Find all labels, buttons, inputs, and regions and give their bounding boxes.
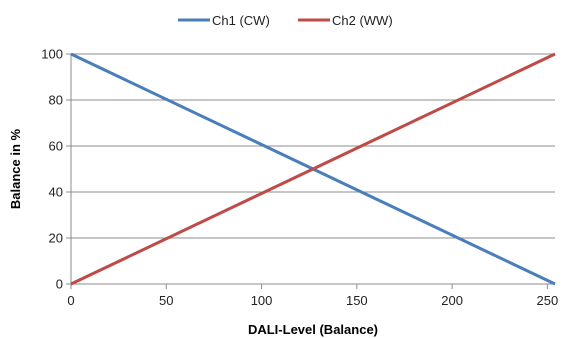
x-tick-label: 50 [159,293,173,308]
y-tick-label: 100 [41,47,63,62]
legend-label: Ch2 (WW) [332,13,393,28]
x-tick-label: 100 [251,293,273,308]
y-tick-label: 40 [49,185,63,200]
gridlines [71,53,555,239]
y-tick-label: 60 [49,139,63,154]
x-tick-labels: 0 50 100 150 200 250 [67,293,558,308]
y-tick-label: 80 [49,93,63,108]
x-tick-label: 250 [537,293,559,308]
series-lines [70,52,556,286]
axes [66,53,555,289]
y-tick-labels: 0 20 40 60 80 100 [41,47,63,292]
x-axis-label: DALI-Level (Balance) [248,322,378,337]
legend-label: Ch1 (CW) [212,13,270,28]
x-tick-label: 150 [346,293,368,308]
x-tick-label: 0 [67,293,74,308]
y-tick-label: 0 [56,277,63,292]
series-line-2 [70,52,556,286]
legend: Ch1 (CW) Ch2 (WW) [178,13,393,28]
y-tick-label: 20 [49,231,63,246]
y-axis-label: Balance in % [8,128,23,209]
x-tick-label: 200 [441,293,463,308]
